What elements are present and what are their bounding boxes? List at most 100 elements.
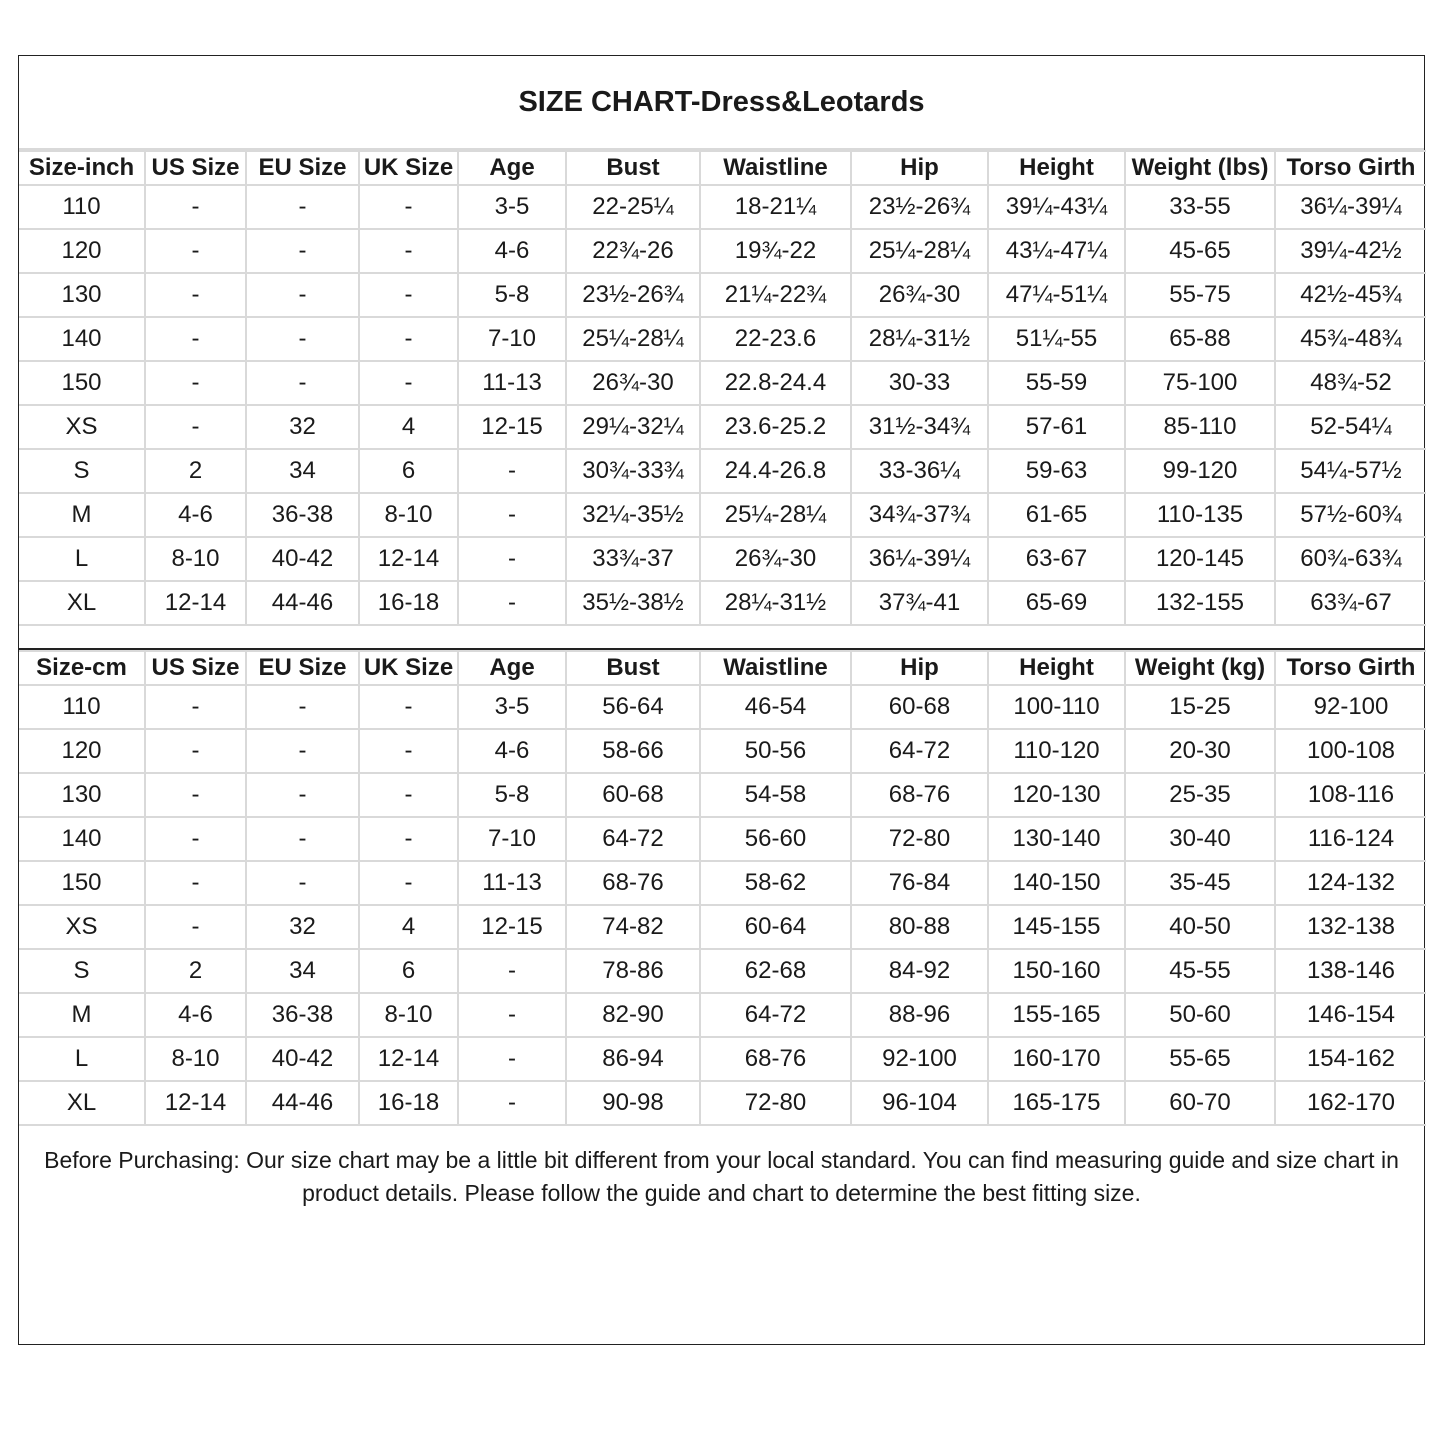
table-cell: 140: [19, 816, 146, 862]
table-cell: M: [19, 992, 146, 1038]
table-cell: -: [245, 816, 360, 862]
column-header: UK Size: [358, 150, 459, 186]
table-cell: -: [144, 772, 247, 818]
table-cell: -: [144, 272, 247, 318]
table-cell: 63¾-67: [1274, 580, 1426, 626]
table-cell: 25¼-28¼: [565, 316, 701, 362]
table-cell: 36¼-39¼: [850, 536, 989, 582]
table-cell: 45-55: [1124, 948, 1276, 994]
table-row: 120- - -4-6 58-66 50-56 64-72 110-120 20-30 100-…: [19, 728, 1426, 774]
column-header: Waistline: [699, 150, 852, 186]
table-cell: 34¾-37¾: [850, 492, 989, 538]
table-cell: 30¾-33¾: [565, 448, 701, 494]
table-cell: 23½-26¾: [850, 184, 989, 230]
table-cell: 8-10: [144, 1036, 247, 1082]
table-cell: 11-13: [457, 860, 567, 906]
table-cell: 45¾-48¾: [1274, 316, 1426, 362]
table-cell: -: [144, 316, 247, 362]
table-cell: 60¾-63¾: [1274, 536, 1426, 582]
table-cell: 22.8-24.4: [699, 360, 852, 406]
table-cell: -: [144, 816, 247, 862]
table-cell: -: [144, 184, 247, 230]
table-cell: 36¼-39¼: [1274, 184, 1426, 230]
table-cell: 54-58: [699, 772, 852, 818]
table-cell: 120-145: [1124, 536, 1276, 582]
table-cell: 155-165: [987, 992, 1126, 1038]
table-cell: 124-132: [1274, 860, 1426, 906]
table-cell: 35-45: [1124, 860, 1276, 906]
column-header: Age: [457, 150, 567, 186]
table-cell: 132-155: [1124, 580, 1276, 626]
table-cell: 140: [19, 316, 146, 362]
table-row: M 4-6 36-38 8-10-32¼-35½ 25¼-28¼ 34¾-37¾ 61-65…: [19, 492, 1426, 538]
table-cell: 58-66: [565, 728, 701, 774]
table-cell: 43¼-47¼: [987, 228, 1126, 274]
table-cell: 33-55: [1124, 184, 1276, 230]
table-cell: 110-135: [1124, 492, 1276, 538]
column-header: Torso Girth: [1274, 150, 1426, 186]
table-cell: -: [358, 272, 459, 318]
table-cell: 19¾-22: [699, 228, 852, 274]
table-cell: XS: [19, 904, 146, 950]
table-cell: 72-80: [850, 816, 989, 862]
table-cell: 34: [245, 448, 360, 494]
table-row: 120- - -4-6 22¾-26 19¾-22 25¼-28¼ 43¼-47¼ 45-65…: [19, 228, 1426, 274]
table-cell: -: [144, 404, 247, 450]
table-cell: 140-150: [987, 860, 1126, 906]
table-cell: -: [457, 1080, 567, 1126]
column-header: Bust: [565, 650, 701, 686]
table-cell: 32: [245, 904, 360, 950]
table-cell: 46-54: [699, 684, 852, 730]
table-cell: 47¼-51¼: [987, 272, 1126, 318]
table-cell: 85-110: [1124, 404, 1276, 450]
column-header: Weight (kg): [1124, 650, 1276, 686]
table-cell: 86-94: [565, 1036, 701, 1082]
table-cell: -: [144, 904, 247, 950]
table-cell: 3-5: [457, 184, 567, 230]
table-cell: 25¼-28¼: [850, 228, 989, 274]
table-cell: 108-116: [1274, 772, 1426, 818]
table-cell: 55-65: [1124, 1036, 1276, 1082]
purchase-note: Before Purchasing: Our size chart may be…: [44, 1147, 1399, 1206]
table-cell: 33¾-37: [565, 536, 701, 582]
table-cell: 44-46: [245, 1080, 360, 1126]
table-cell: XS: [19, 404, 146, 450]
table-cell: 36-38: [245, 992, 360, 1038]
table-cell: 130-140: [987, 816, 1126, 862]
table-row: XL 12-14 44-46 16-18-35½-38½ 28¼-31½ 37¾-41 65…: [19, 580, 1426, 626]
column-header: Torso Girth: [1274, 650, 1426, 686]
table-cell: -: [245, 684, 360, 730]
table-cell: -: [144, 360, 247, 406]
table-cell: 138-146: [1274, 948, 1426, 994]
table-row: XL 12-14 44-46 16-18-90-98 72-80 96-104 165-17…: [19, 1080, 1426, 1126]
table-cell: 76-84: [850, 860, 989, 906]
table-cell: 100-110: [987, 684, 1126, 730]
table-cell: -: [245, 184, 360, 230]
table-cell: 16-18: [358, 1080, 459, 1126]
table-cell: 50-60: [1124, 992, 1276, 1038]
table-cell: 145-155: [987, 904, 1126, 950]
table-cell: 7-10: [457, 816, 567, 862]
table-cell: 154-162: [1274, 1036, 1426, 1082]
table-cell: 132-138: [1274, 904, 1426, 950]
table-row: 150- - -11-13 26¾-30 22.8-24.4 30-33 55-59 75-1…: [19, 360, 1426, 406]
table-cell: 61-65: [987, 492, 1126, 538]
table-cell: 57½-60¾: [1274, 492, 1426, 538]
column-header: Size-cm: [19, 650, 146, 686]
table-cell: 31½-34¾: [850, 404, 989, 450]
column-header: US Size: [144, 150, 247, 186]
table-cell: -: [245, 272, 360, 318]
table-cell: 64-72: [565, 816, 701, 862]
table-cell: -: [457, 1036, 567, 1082]
table-cell: 150-160: [987, 948, 1126, 994]
column-header: EU Size: [245, 650, 360, 686]
table-cell: 22¾-26: [565, 228, 701, 274]
table-cell: -: [144, 684, 247, 730]
table-cell: 33-36¼: [850, 448, 989, 494]
table-cell: 30-33: [850, 360, 989, 406]
table-cell: -: [358, 228, 459, 274]
table-cell: 6: [358, 948, 459, 994]
table-cell: 4: [358, 904, 459, 950]
table-cell: 12-14: [144, 580, 247, 626]
table-cell: 110: [19, 684, 146, 730]
